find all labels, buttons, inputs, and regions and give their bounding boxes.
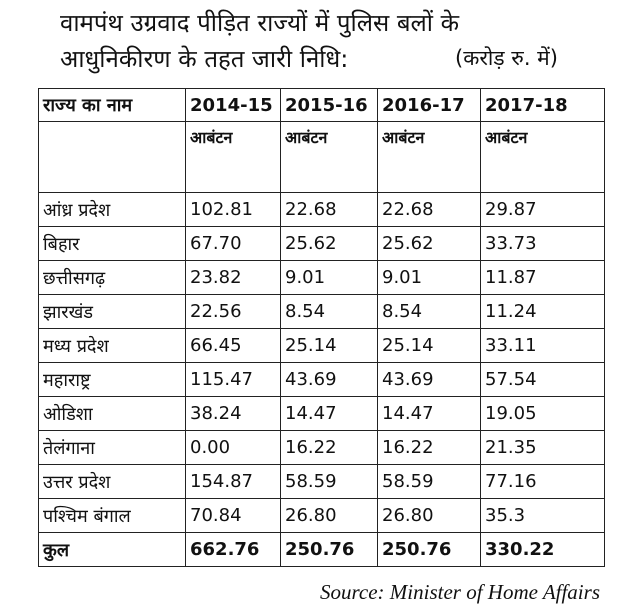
value-cell: 11.24 — [480, 294, 605, 329]
subheader-cell: आबंटन — [185, 121, 281, 193]
value-cell: 43.69 — [280, 362, 378, 397]
subheader-cell: आबंटन — [377, 121, 481, 193]
header-cell: 2015-16 — [280, 88, 378, 122]
value-cell: 0.00 — [185, 430, 281, 465]
value-cell: 58.59 — [377, 464, 481, 499]
value-cell: 33.11 — [480, 328, 605, 363]
unit-note: (करोड़ रु. में) — [455, 46, 558, 70]
value-cell: 67.70 — [185, 226, 281, 261]
value-cell: 29.87 — [480, 192, 605, 227]
state-cell: महाराष्ट्र — [38, 362, 186, 397]
value-cell: 8.54 — [377, 294, 481, 329]
value-cell: 11.87 — [480, 260, 605, 295]
value-cell: 9.01 — [377, 260, 481, 295]
data-row: महाराष्ट्र 115.47 43.69 43.69 57.54 — [38, 362, 605, 397]
value-cell: 77.16 — [480, 464, 605, 499]
value-cell: 22.68 — [377, 192, 481, 227]
value-cell: 33.73 — [480, 226, 605, 261]
title-line: आधुनिकीरण के तहत जारी निधि: — [60, 45, 349, 73]
source: Source: Minister of Home Affairs — [320, 580, 600, 604]
subheader-cell: आबंटन — [480, 121, 605, 193]
value-cell: 25.62 — [280, 226, 378, 261]
data-row: आंध्र प्रदेश 102.81 22.68 22.68 29.87 — [38, 192, 605, 227]
value-cell: 25.14 — [280, 328, 378, 363]
data-row: तेलंगाना 0.00 16.22 16.22 21.35 — [38, 430, 605, 465]
value-cell: 23.82 — [185, 260, 281, 295]
state-cell: ओडिशा — [38, 396, 186, 431]
subheader-row: आबंटन आबंटन आबंटन आबंटन — [38, 121, 605, 193]
value-cell: 38.24 — [185, 396, 281, 431]
value-cell: 22.68 — [280, 192, 378, 227]
value-cell: 58.59 — [280, 464, 378, 499]
state-cell: झारखंड — [38, 294, 186, 329]
value-cell: 21.35 — [480, 430, 605, 465]
value-cell: 154.87 — [185, 464, 281, 499]
value-cell: 102.81 — [185, 192, 281, 227]
total-cell: 250.76 — [280, 532, 378, 567]
header-cell: 2014-15 — [185, 88, 281, 122]
value-cell: 43.69 — [377, 362, 481, 397]
value-cell: 16.22 — [280, 430, 378, 465]
state-cell: पश्चिम बंगाल — [38, 498, 186, 533]
data-row: छत्तीसगढ़ 23.82 9.01 9.01 11.87 — [38, 260, 605, 295]
empty-cell — [38, 121, 186, 193]
value-cell: 25.14 — [377, 328, 481, 363]
value-cell: 8.54 — [280, 294, 378, 329]
header-cell: 2016-17 — [377, 88, 481, 122]
state-cell: मध्य प्रदेश — [38, 328, 186, 363]
state-cell: छत्तीसगढ़ — [38, 260, 186, 295]
data-row: झारखंड 22.56 8.54 8.54 11.24 — [38, 294, 605, 329]
value-cell: 14.47 — [377, 396, 481, 431]
value-cell: 14.47 — [280, 396, 378, 431]
data-row: उत्तर प्रदेश 154.87 58.59 58.59 77.16 — [38, 464, 605, 499]
title-line: वामपंथ उग्रवाद पीड़ित राज्यों में पुलिस … — [60, 9, 460, 37]
total-cell: 250.76 — [377, 532, 481, 567]
header-cell: राज्य का नाम — [38, 88, 186, 122]
value-cell: 35.3 — [480, 498, 605, 533]
total-cell: 330.22 — [480, 532, 605, 567]
data-row: ओडिशा 38.24 14.47 14.47 19.05 — [38, 396, 605, 431]
state-cell: बिहार — [38, 226, 186, 261]
subheader-cell: आबंटन — [280, 121, 378, 193]
value-cell: 26.80 — [280, 498, 378, 533]
data-row: बिहार 67.70 25.62 25.62 33.73 — [38, 226, 605, 261]
state-cell: उत्तर प्रदेश — [38, 464, 186, 499]
header-row: राज्य का नाम 2014-15 2015-16 2016-17 2017-18 — [38, 88, 605, 122]
value-cell: 9.01 — [280, 260, 378, 295]
data-row: मध्य प्रदेश 66.45 25.14 25.14 33.11 — [38, 328, 605, 363]
value-cell: 22.56 — [185, 294, 281, 329]
data-row: पश्चिम बंगाल 70.84 26.80 26.80 35.3 — [38, 498, 605, 533]
state-cell: आंध्र प्रदेश — [38, 192, 186, 227]
value-cell: 19.05 — [480, 396, 605, 431]
value-cell: 115.47 — [185, 362, 281, 397]
header-cell: 2017-18 — [480, 88, 605, 122]
value-cell: 57.54 — [480, 362, 605, 397]
total-cell: कुल — [38, 532, 186, 567]
value-cell: 66.45 — [185, 328, 281, 363]
allocation-table: राज्य का नाम 2014-15 2015-16 2016-17 2017-18… — [38, 88, 605, 567]
state-cell: तेलंगाना — [38, 430, 186, 465]
value-cell: 26.80 — [377, 498, 481, 533]
value-cell: 16.22 — [377, 430, 481, 465]
value-cell: 70.84 — [185, 498, 281, 533]
value-cell: 25.62 — [377, 226, 481, 261]
total-cell: 662.76 — [185, 532, 281, 567]
total-row: कुल 662.76 250.76 250.76 330.22 — [38, 532, 605, 567]
